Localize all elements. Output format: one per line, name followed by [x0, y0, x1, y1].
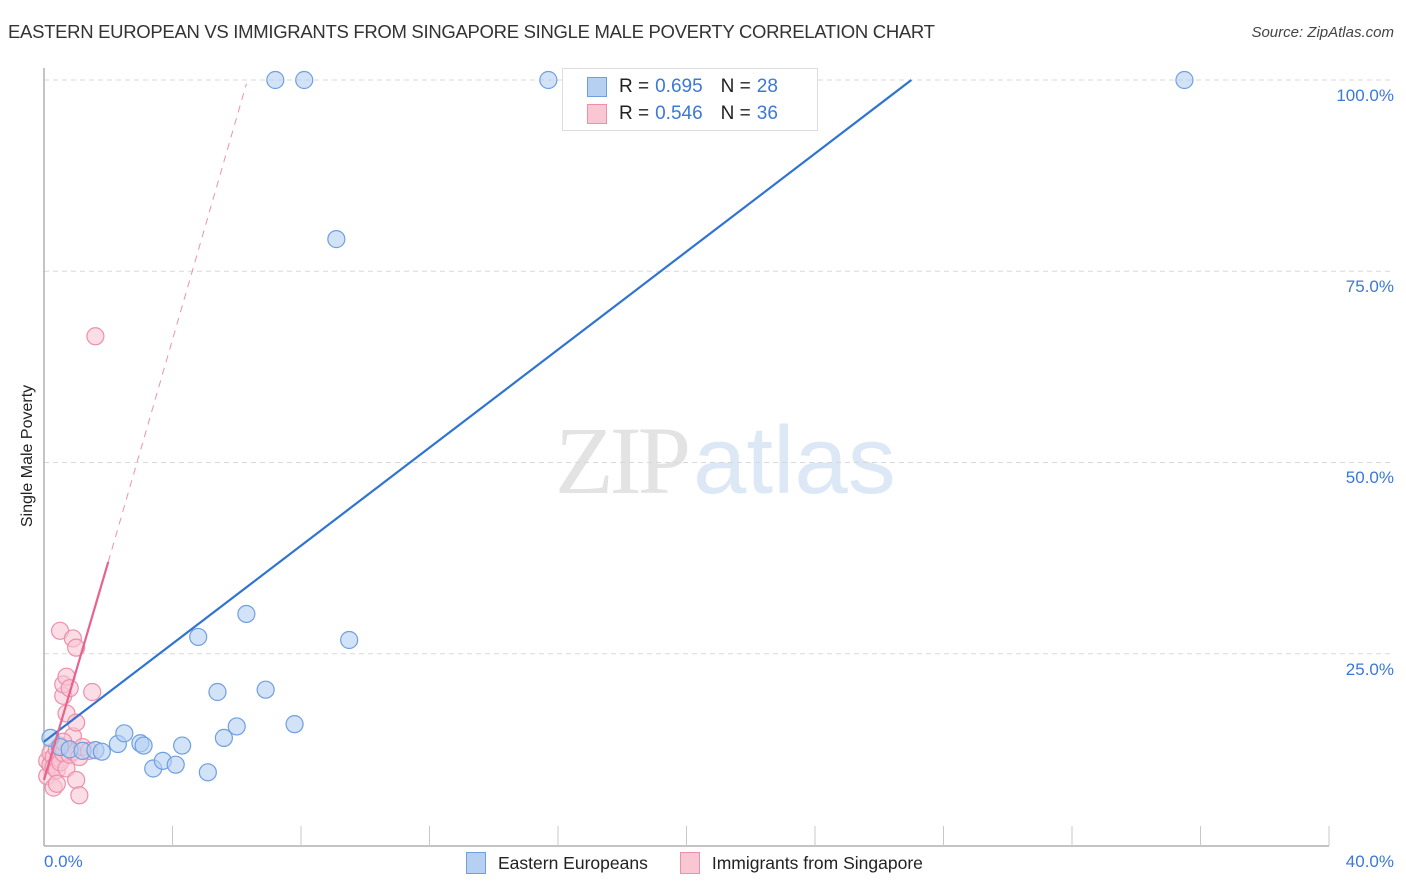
data-point — [70, 786, 89, 805]
data-point — [86, 327, 105, 346]
legend-label: Immigrants from Singapore — [711, 852, 923, 873]
data-point — [214, 728, 233, 748]
data-point — [1175, 70, 1194, 90]
pink-swatch-icon — [679, 852, 700, 874]
blue-swatch-icon — [466, 852, 486, 874]
n-value: 36 — [756, 103, 778, 124]
series-legend: Eastern Europeans Immigrants from Singap… — [466, 852, 955, 874]
correlation-legend: R = 0.695 N = 28 R = 0.546 N = 36 — [562, 68, 818, 131]
n-label: N = — [720, 76, 751, 97]
data-point — [189, 627, 208, 647]
r-value: 0.695 — [655, 76, 703, 97]
r-value: 0.546 — [655, 103, 703, 124]
n-value: 28 — [756, 76, 778, 97]
data-point — [237, 604, 256, 624]
data-point — [340, 630, 359, 650]
data-point — [67, 638, 86, 657]
data-point — [83, 682, 102, 702]
legend-row-eastern-europeans: R = 0.695 N = 28 — [587, 75, 778, 99]
data-point — [208, 682, 227, 702]
x-tick-max: 40.0% — [1345, 852, 1394, 871]
trendlines — [42, 79, 913, 781]
data-point — [67, 770, 86, 790]
data-point — [47, 774, 66, 793]
legend-row-immigrants-singapore: R = 0.546 N = 36 — [587, 102, 778, 126]
x-axis-ticks — [172, 826, 1330, 846]
source-attribution: Source: ZipAtlas.com — [1251, 24, 1394, 41]
chart-title: EASTERN EUROPEAN VS IMMIGRANTS FROM SING… — [8, 21, 935, 42]
data-point — [227, 717, 246, 736]
y-tick-25: 25.0% — [1345, 660, 1394, 679]
r-label: R = — [619, 103, 650, 124]
immigrants-singapore-trendline-extension — [107, 83, 247, 563]
x-tick-min: 0.0% — [44, 852, 83, 871]
legend-item-immigrants-singapore[interactable]: Immigrants from Singapore — [679, 852, 923, 874]
data-point — [115, 724, 134, 743]
data-point — [173, 736, 192, 755]
n-label: N = — [720, 103, 751, 124]
y-axis-label: Single Male Poverty — [19, 384, 36, 528]
data-point — [539, 70, 558, 90]
data-point — [60, 679, 79, 698]
data-point — [285, 715, 304, 734]
data-point — [266, 70, 285, 90]
legend-label: Eastern Europeans — [498, 852, 648, 873]
eastern-europeans-points — [41, 70, 1194, 782]
pink-swatch-icon — [587, 104, 607, 124]
data-point — [327, 230, 346, 249]
y-tick-50: 50.0% — [1345, 468, 1394, 487]
eastern-europeans-trendline — [43, 79, 913, 743]
y-tick-75: 75.0% — [1345, 277, 1394, 296]
data-point — [256, 680, 275, 699]
data-point — [92, 742, 111, 761]
data-point — [134, 736, 153, 755]
data-point — [166, 755, 185, 774]
immigrants-singapore-trendline — [42, 561, 110, 781]
data-point — [198, 763, 217, 782]
data-point — [295, 70, 314, 90]
gridlines — [44, 79, 1392, 655]
y-tick-100: 100.0% — [1336, 86, 1394, 105]
r-label: R = — [619, 76, 650, 97]
blue-swatch-icon — [587, 77, 607, 97]
legend-item-eastern-europeans[interactable]: Eastern Europeans — [466, 852, 648, 874]
